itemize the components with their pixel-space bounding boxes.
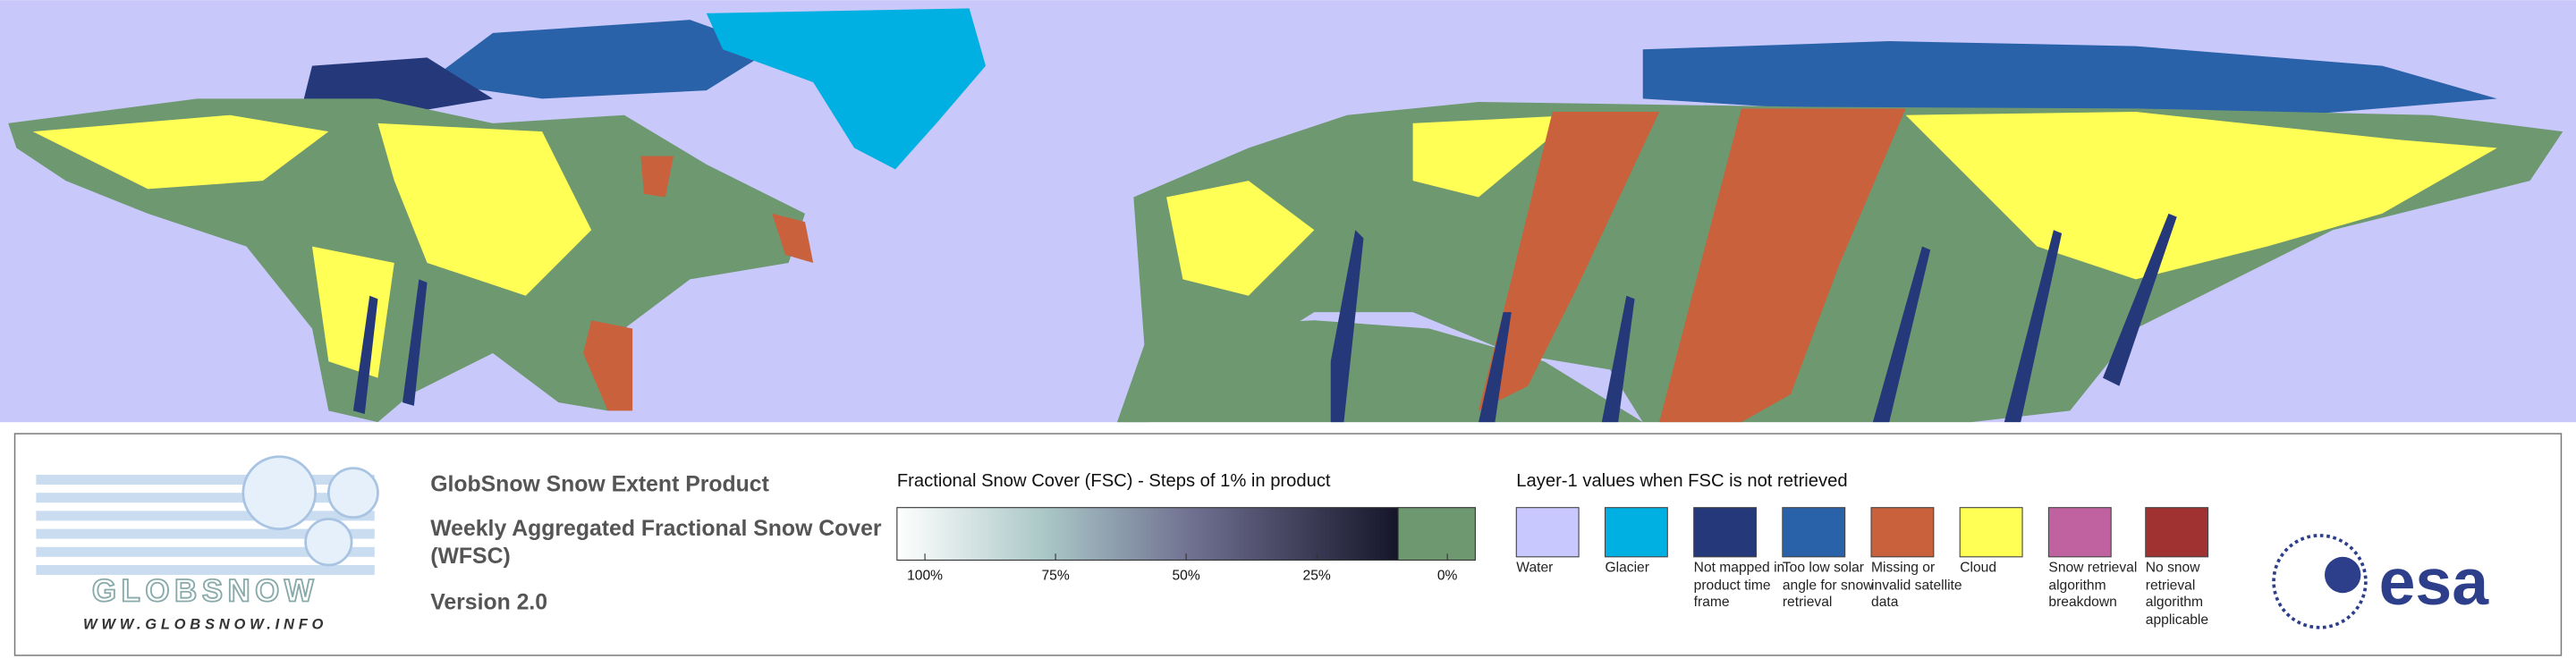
legend-swatch xyxy=(1604,507,1668,558)
colorbar-tick-label: 100% xyxy=(907,569,943,584)
version: Version 2.0 xyxy=(430,591,547,615)
colorbar-gradient xyxy=(896,507,1399,561)
subtitle-box: Weekly Aggregated Fractional Snow Cover … xyxy=(430,515,882,569)
legend-label: Too low solar angle for snow retrieval xyxy=(1782,558,1874,610)
legend-swatch xyxy=(1515,507,1580,558)
logo-stripe xyxy=(36,564,375,575)
snowflake xyxy=(304,518,353,567)
missing-data xyxy=(1479,108,1906,423)
snowflake xyxy=(326,467,379,519)
colorbar-tick-label: 75% xyxy=(1041,569,1069,584)
arctic-islands xyxy=(427,20,773,99)
logo-url: WWW.GLOBSNOW.INFO xyxy=(83,616,327,633)
esa-emblem xyxy=(2324,556,2361,594)
legend-swatch xyxy=(2047,507,2112,558)
legend-title: Layer-1 values when FSC is not retrieved xyxy=(1516,471,1847,491)
colorbar-tick-label: 50% xyxy=(1172,569,1199,584)
legend-label-box: Snow retrieval algorithm breakdown xyxy=(2048,558,2138,610)
logo-stripe xyxy=(36,474,375,485)
legend-label-box: Too low solar angle for snow retrieval xyxy=(1782,558,1874,610)
legend-label-box: No snow retrieval algorithm applicable xyxy=(2145,558,2209,627)
arctic-coast xyxy=(1642,41,2497,115)
legend-label: Cloud xyxy=(1960,558,1997,575)
legend-label: Missing or invalid satellite data xyxy=(1871,558,1962,610)
greenland xyxy=(706,8,987,170)
subtitle: Weekly Aggregated Fractional Snow Cover … xyxy=(430,515,882,569)
logo-stripe xyxy=(36,511,375,521)
colorbar-tick-label: 0% xyxy=(1437,569,1458,584)
title: GlobSnow Snow Extent Product xyxy=(430,472,769,496)
legend-label: No snow retrieval algorithm applicable xyxy=(2145,558,2209,627)
legend-label-box: Glacier xyxy=(1605,558,1649,575)
snowflake xyxy=(242,455,318,530)
colorbar-title: Fractional Snow Cover (FSC) - Steps of 1… xyxy=(897,471,1331,491)
legend-label: Snow retrieval algorithm breakdown xyxy=(2048,558,2138,610)
logo: GLOBSNOW WWW.GLOBSNOW.INFO xyxy=(36,455,379,633)
legend-label-box: Missing or invalid satellite data xyxy=(1871,558,1962,610)
legend-swatch xyxy=(1959,507,2023,558)
colorbar-zero xyxy=(1397,507,1476,561)
legend: Water Glacier Not mapped in product time f… xyxy=(1515,507,2209,627)
esa-emblem xyxy=(2272,534,2368,629)
colorbar: 100% 75% 50% 25% 0% xyxy=(896,507,1476,584)
legend-swatch xyxy=(1693,507,1758,558)
logo-stripe xyxy=(36,528,375,539)
logo-stripe xyxy=(36,546,375,557)
legend-label: Not mapped in product time frame xyxy=(1693,558,1785,610)
colorbar-tick-label: 25% xyxy=(1303,569,1331,584)
cloud xyxy=(32,114,592,378)
logo-name: GLOBSNOW xyxy=(92,573,318,608)
logo-stripe xyxy=(36,493,375,503)
legend-label: Water xyxy=(1516,558,1554,575)
esa-name: esa xyxy=(2379,545,2490,619)
legend-swatch xyxy=(1870,507,1935,558)
legend-swatch xyxy=(2145,507,2209,558)
legend-label: Glacier xyxy=(1605,558,1649,575)
legend-label-box: Cloud xyxy=(1960,558,1997,575)
legend-label-box: Water xyxy=(1516,558,1554,575)
map xyxy=(0,0,2576,423)
missing-data xyxy=(583,156,814,411)
africa xyxy=(1116,320,1643,423)
esa-logo: esa xyxy=(2272,534,2490,629)
legend-label-box: Not mapped in product time frame xyxy=(1693,558,1785,610)
legend-swatch xyxy=(1782,507,1846,558)
